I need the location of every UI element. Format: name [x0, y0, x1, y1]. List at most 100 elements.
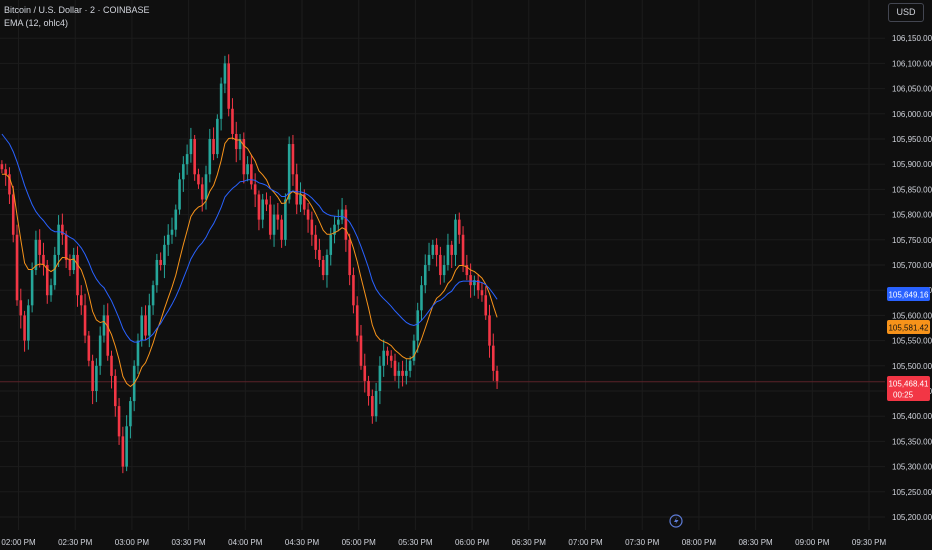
candle-up	[442, 265, 446, 276]
replay-icon[interactable]	[669, 514, 683, 528]
x-tick-label: 07:00 PM	[568, 538, 603, 547]
candle-down	[367, 380, 370, 397]
candle-up	[446, 244, 450, 265]
y-tick-label: 105,800.00	[892, 211, 932, 220]
candle-down	[276, 214, 280, 220]
candle-up	[189, 139, 193, 155]
candle-up	[125, 426, 128, 467]
x-tick-label: 03:00 PM	[115, 538, 150, 547]
candle-down	[79, 295, 83, 306]
candle-down	[363, 365, 367, 381]
candle-down	[23, 315, 26, 341]
candle-up	[170, 229, 174, 235]
time-axis[interactable]: 02:00 PM 02:30 PM 03:00 PM 03:30 PM 04:00 PM…	[1, 538, 886, 547]
x-tick-label: 08:00 PM	[682, 538, 717, 547]
candle-up	[129, 401, 132, 427]
candle-down	[480, 290, 484, 296]
indicator-title[interactable]: EMA (12, ohlc4)	[4, 18, 69, 28]
candle-down	[212, 139, 215, 155]
y-tick-label: 106,100.00	[892, 59, 932, 68]
candle-up	[27, 305, 30, 341]
x-tick-label: 04:30 PM	[285, 538, 320, 547]
candle-down	[87, 335, 91, 361]
candle-down	[306, 209, 310, 220]
candle-up	[333, 224, 336, 235]
candle-down	[15, 234, 19, 301]
candle-down	[491, 345, 495, 371]
candle-up	[374, 391, 378, 417]
candle-down	[0, 164, 4, 170]
candle-down	[8, 174, 11, 195]
candle-up	[208, 139, 212, 175]
candle-down	[457, 219, 461, 235]
ema-fast-badge	[887, 320, 930, 334]
candle-up	[98, 335, 102, 366]
price-axis[interactable]: 105,200.00 105,250.00 105,300.00 105,350.00…	[892, 34, 932, 522]
candle-down	[359, 335, 363, 366]
candle-down	[227, 63, 230, 109]
candle-down	[45, 265, 49, 296]
candle-up	[216, 118, 219, 155]
x-tick-label: 06:00 PM	[455, 538, 490, 547]
candle-down	[310, 219, 314, 235]
grid	[0, 0, 885, 530]
candle-up	[151, 285, 155, 306]
candle-down	[76, 254, 79, 296]
candle-up	[325, 254, 329, 276]
candle-up	[102, 315, 106, 336]
ema-slow-badge-label: 105,649.16	[888, 291, 929, 300]
candle-down	[435, 244, 438, 255]
y-tick-label: 105,200.00	[892, 513, 932, 522]
candle-up	[72, 254, 76, 271]
x-tick-label: 06:30 PM	[512, 538, 547, 547]
candle-up	[95, 365, 98, 391]
candle-down	[439, 254, 442, 276]
x-tick-label: 03:30 PM	[171, 538, 206, 547]
x-tick-label: 02:00 PM	[1, 538, 36, 547]
symbol-title[interactable]: Bitcoin / U.S. Dollar · 2 · COINBASE	[4, 5, 150, 15]
candle-down	[352, 275, 355, 306]
y-tick-label: 105,750.00	[892, 236, 932, 245]
candle-up	[246, 164, 249, 175]
candle-down	[68, 259, 72, 271]
candle-down	[242, 139, 246, 175]
candle-down	[234, 133, 238, 150]
currency-button[interactable]: USD	[888, 3, 924, 22]
candle-down	[121, 436, 125, 467]
candle-up	[427, 254, 431, 265]
candle-up	[397, 370, 401, 376]
candle-up	[423, 265, 427, 286]
candle-up	[408, 360, 412, 371]
candle-down	[117, 406, 121, 437]
y-tick-label: 105,900.00	[892, 160, 932, 169]
candle-down	[476, 280, 480, 291]
candle-down	[484, 295, 488, 316]
candle-up	[382, 350, 385, 366]
ema-fast-badge-label: 105,581.42	[888, 324, 929, 333]
candle-down	[401, 370, 404, 376]
last-price-badge	[887, 376, 930, 401]
candle-up	[34, 239, 38, 271]
candle-down	[295, 174, 299, 205]
candle-up	[431, 244, 435, 255]
candle-down	[314, 234, 317, 250]
x-tick-label: 02:30 PM	[58, 538, 93, 547]
candle-down	[110, 355, 113, 376]
candle-down	[495, 370, 499, 381]
candle-up	[223, 63, 227, 84]
candle-up	[204, 174, 208, 200]
x-tick-label: 05:30 PM	[398, 538, 433, 547]
y-tick-label: 105,300.00	[892, 463, 932, 472]
y-tick-label: 106,000.00	[892, 110, 932, 119]
candle-down	[355, 305, 359, 336]
candles	[0, 54, 499, 474]
candle-down	[106, 315, 110, 356]
candle-up	[182, 164, 185, 180]
candle-down	[268, 204, 272, 235]
x-tick-label: 09:00 PM	[795, 538, 830, 547]
candle-up	[163, 244, 166, 265]
y-tick-label: 106,150.00	[892, 34, 932, 43]
candle-down	[393, 360, 397, 376]
candle-up	[57, 224, 60, 255]
